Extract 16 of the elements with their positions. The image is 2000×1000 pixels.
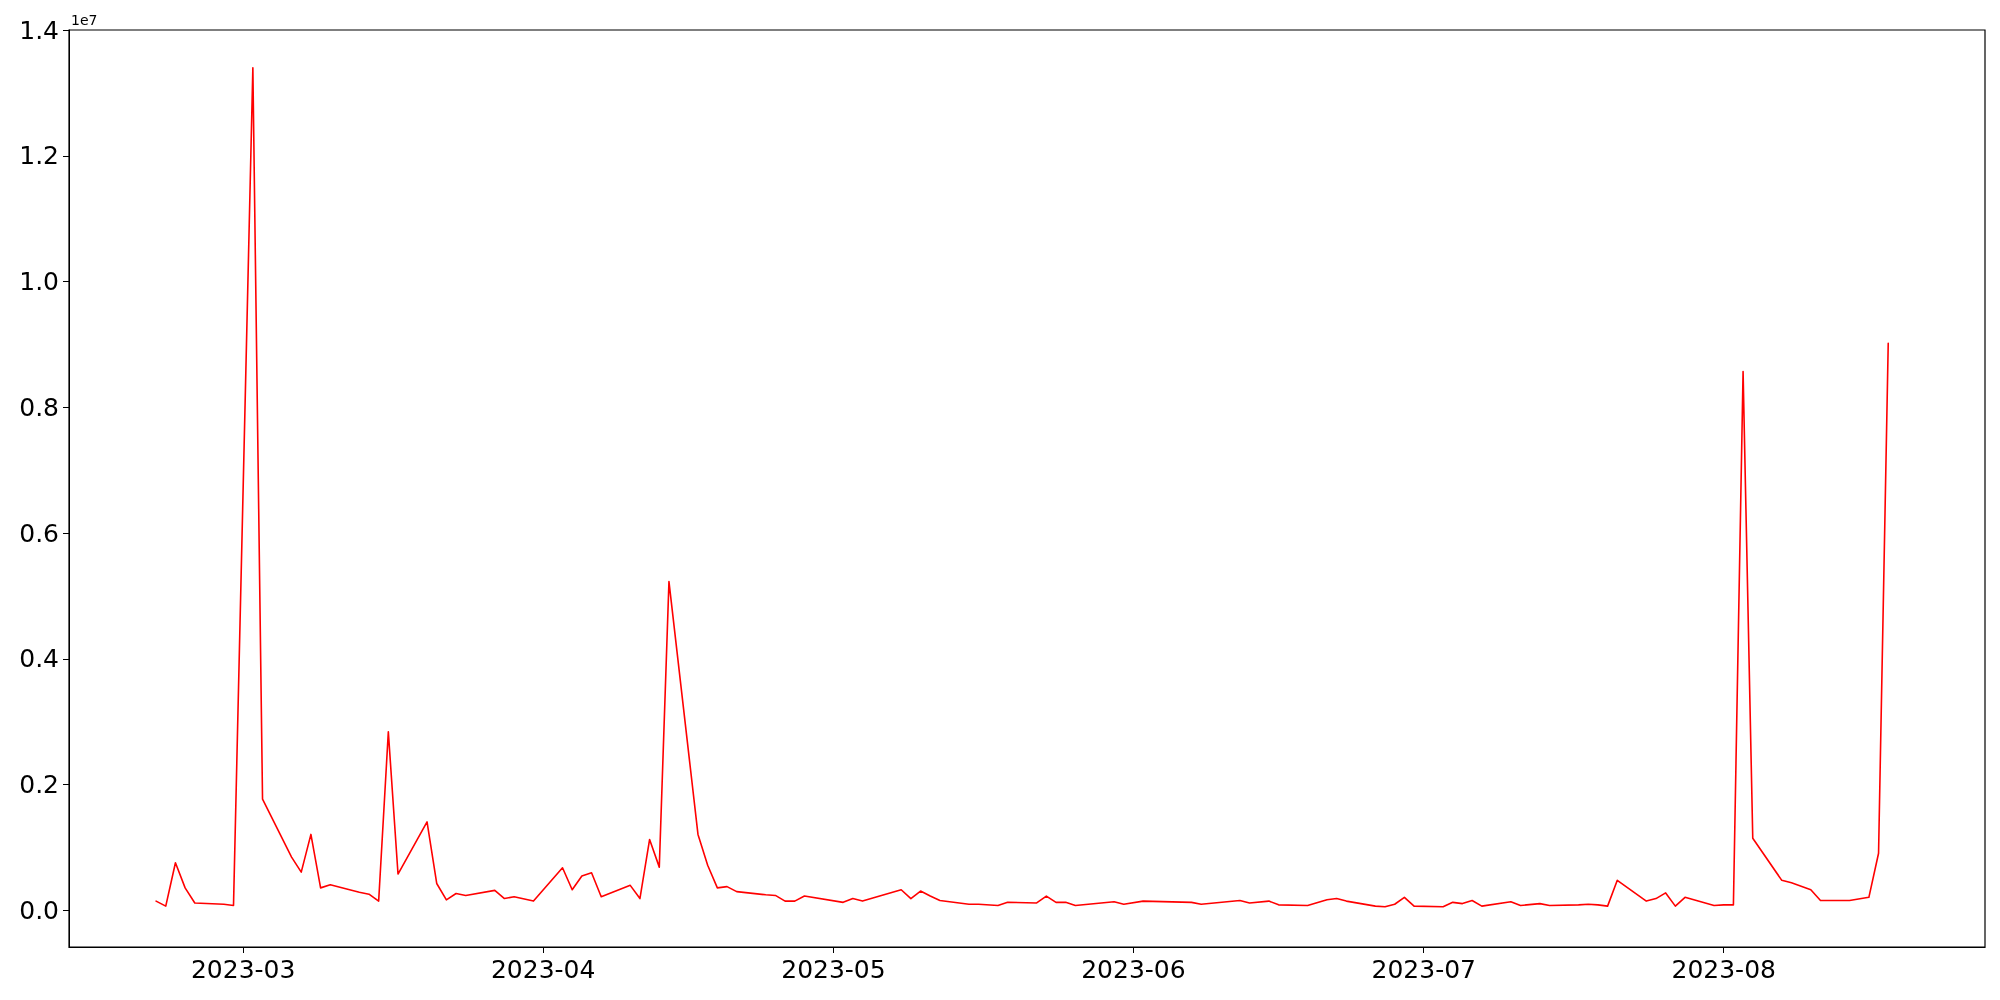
y-tick-label: 0.2: [19, 770, 59, 800]
x-tick-label: 2023-08: [1671, 955, 1776, 984]
x-tick-label: 2023-07: [1371, 955, 1476, 984]
y-tick-label: 0.8: [19, 392, 59, 422]
x-tick-label: 2023-04: [490, 955, 596, 984]
line-series: [155, 66, 1890, 908]
y-tick-label: 1.0: [19, 267, 59, 297]
y-tick-label: 1.4: [19, 15, 59, 45]
x-tick-label: 2023-03: [190, 955, 296, 984]
y-tick-label: 1.2: [19, 141, 59, 171]
text: 1e7: [71, 12, 98, 28]
x-tick-label: 2023-05: [781, 955, 886, 984]
y-tick-label: 0.6: [19, 518, 59, 548]
y-tick-label: 0.4: [19, 644, 59, 674]
y-tick-label: 0.0: [19, 896, 59, 926]
x-tick-label: 2023-06: [1081, 955, 1186, 984]
